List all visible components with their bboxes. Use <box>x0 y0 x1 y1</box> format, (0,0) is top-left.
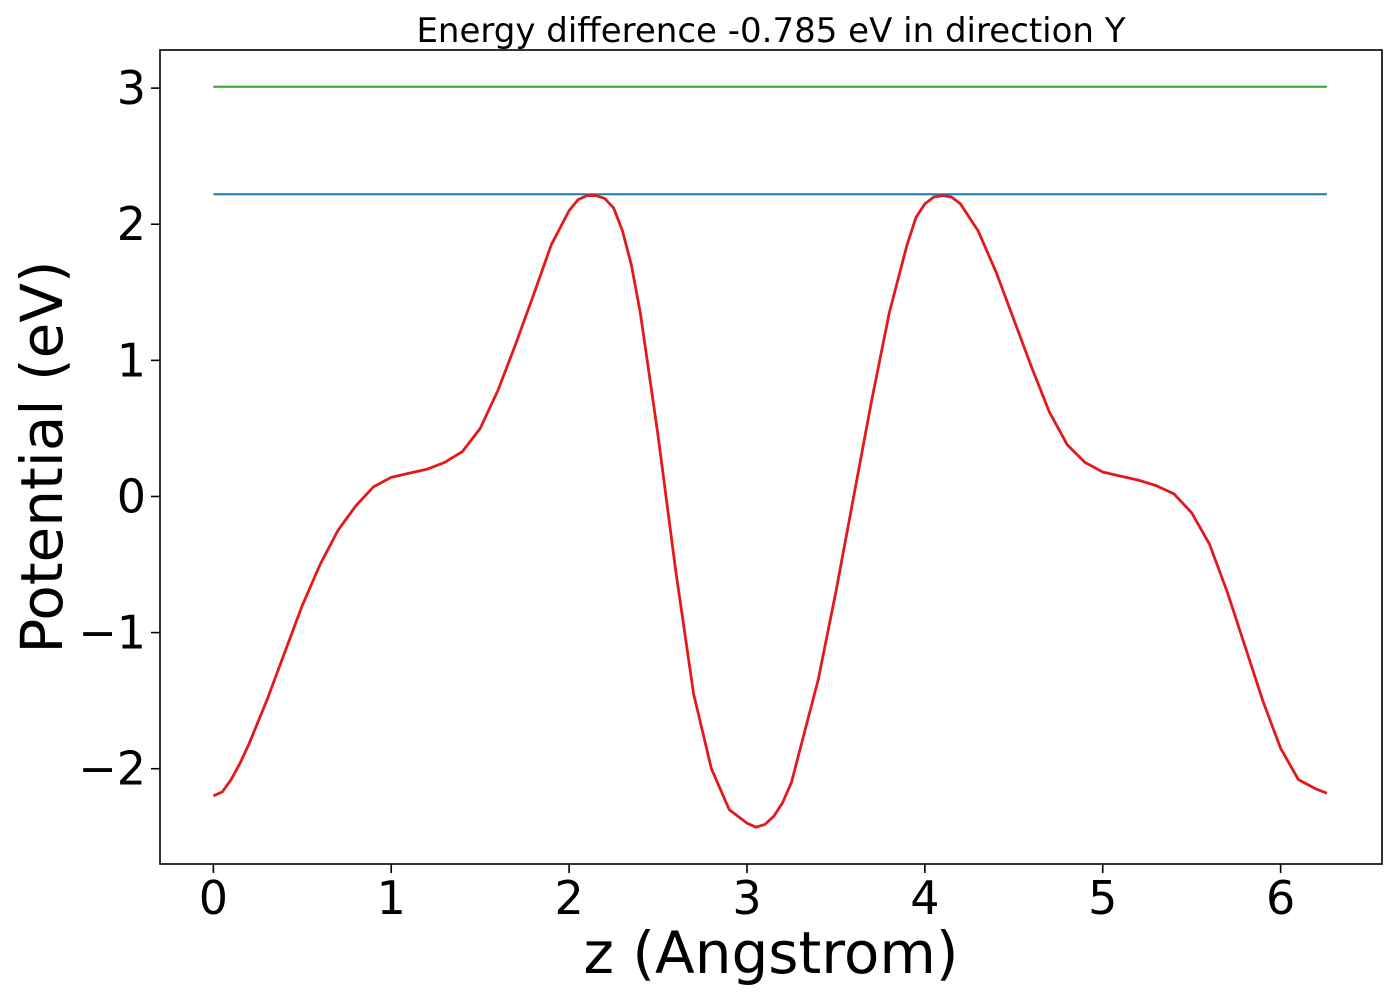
x-axis-ticks: 0 1 2 3 4 5 6 <box>199 864 1295 925</box>
x-tick-label: 0 <box>199 871 228 925</box>
series-line-3 <box>212 194 1328 829</box>
x-tick-label: 2 <box>554 871 583 925</box>
y-tick-label: 2 <box>117 197 146 251</box>
y-axis-label: Potential (eV) <box>8 260 76 653</box>
x-tick-label: 4 <box>910 871 939 925</box>
y-tick-label: −2 <box>78 742 146 796</box>
plot-frame <box>159 49 1383 865</box>
y-tick-label: −1 <box>78 606 146 660</box>
series-layer <box>212 85 1328 829</box>
x-axis-label: z (Angstrom) <box>584 919 959 987</box>
x-tick-label: 5 <box>1088 871 1117 925</box>
y-tick-label: 3 <box>117 61 146 115</box>
y-tick-label: 0 <box>117 469 146 523</box>
x-tick-label: 6 <box>1266 871 1295 925</box>
x-tick-label: 1 <box>377 871 406 925</box>
y-axis-ticks: −2 −1 0 1 2 3 <box>78 61 160 796</box>
chart-title: Energy difference -0.785 eV in direction… <box>416 11 1125 51</box>
x-tick-label: 3 <box>732 871 761 925</box>
y-tick-label: 1 <box>117 333 146 387</box>
